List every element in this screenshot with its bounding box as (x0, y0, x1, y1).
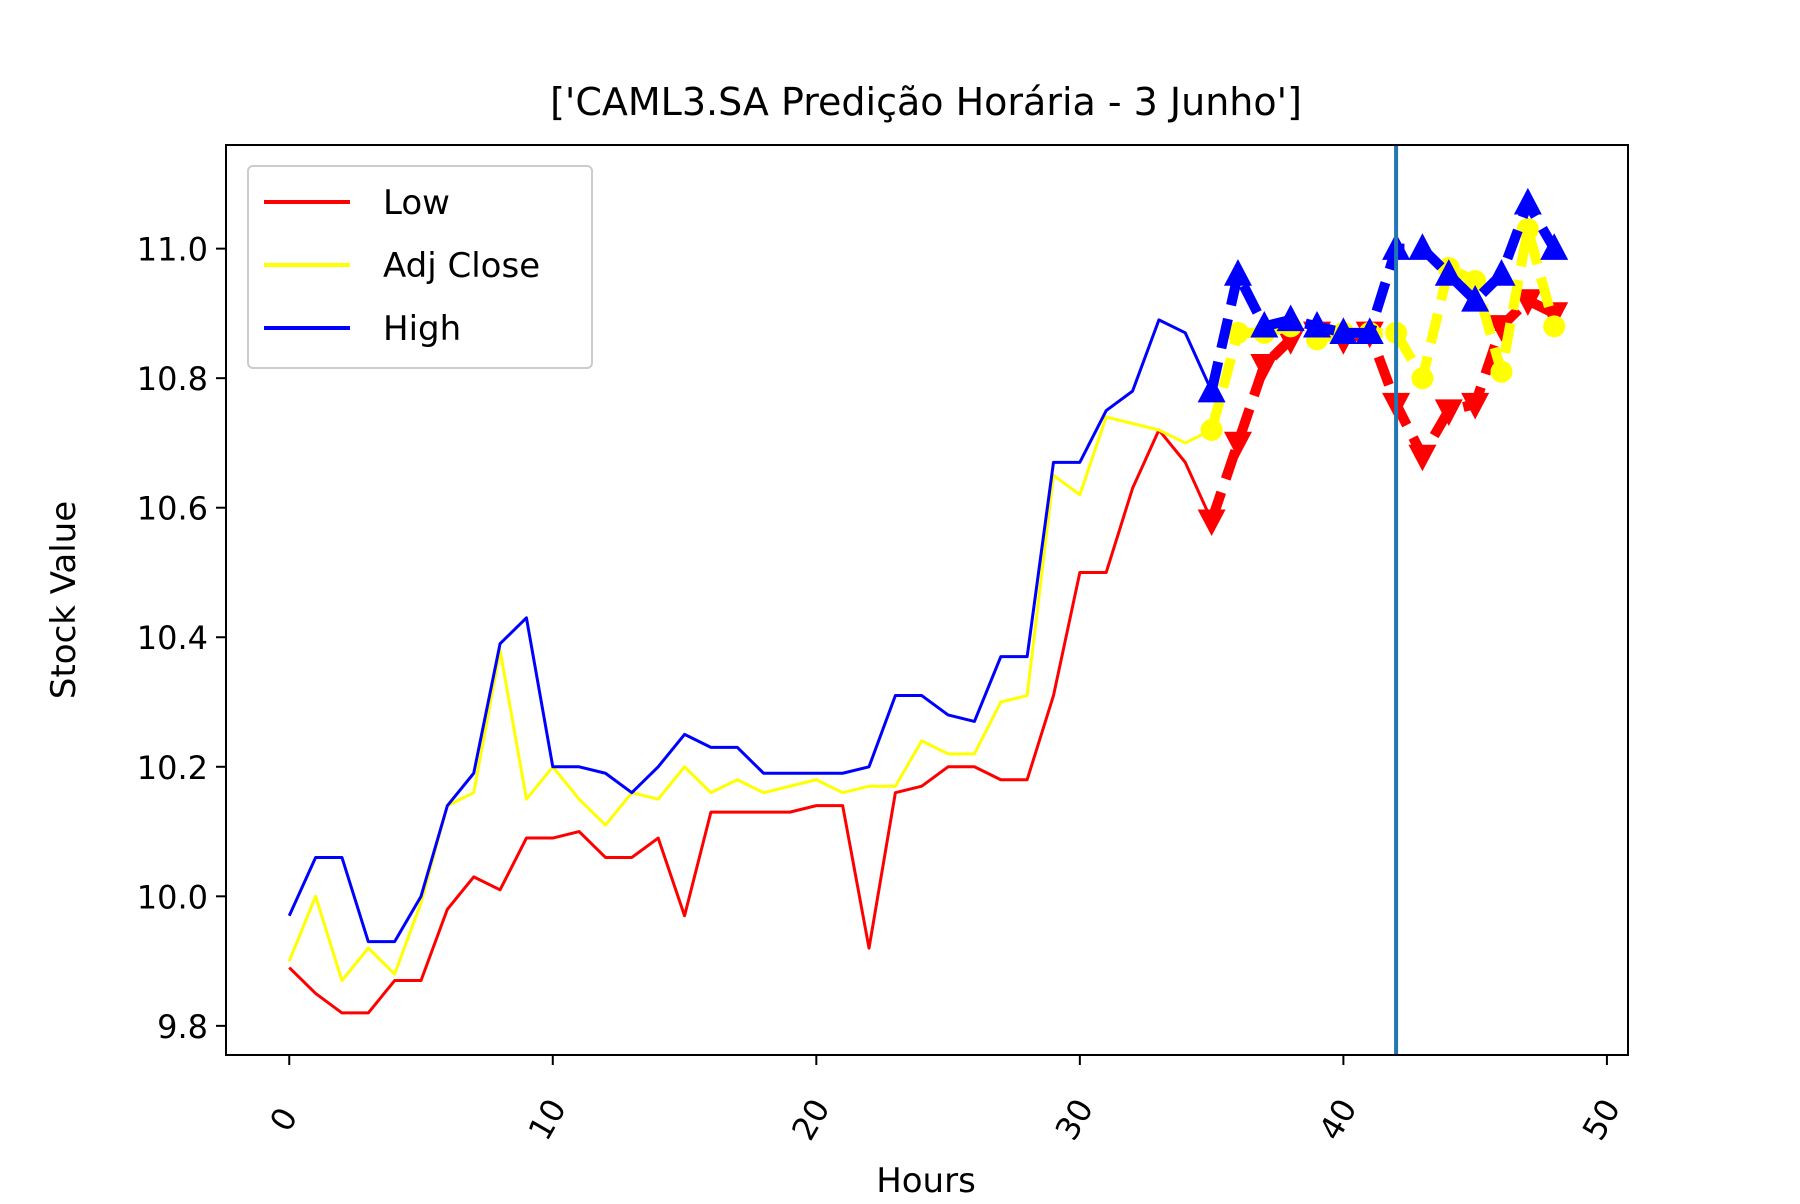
y-tick-label: 10.6 (137, 490, 208, 528)
prediction-point (1197, 509, 1226, 537)
plot-frame (225, 144, 1629, 1056)
prediction-point (1543, 315, 1566, 338)
legend: Low Adj Close High (247, 165, 593, 369)
series-line (287, 318, 1213, 944)
prediction-point (1461, 392, 1490, 420)
prediction-point (1540, 233, 1569, 260)
x-axis: 0 10 20 30 40 50 (262, 1055, 1628, 1147)
prediction-point (1461, 285, 1490, 312)
prediction-point (1355, 317, 1384, 345)
prediction-point (1408, 233, 1437, 260)
prediction-point (1464, 270, 1487, 293)
series-line (287, 415, 1213, 983)
prediction-point (1516, 218, 1539, 241)
prediction-point (1197, 375, 1226, 403)
x-tick-label: 0 (262, 1101, 305, 1138)
prediction-point (1513, 187, 1542, 215)
y-tick-label: 10.4 (137, 619, 208, 657)
prediction-point (1250, 310, 1279, 338)
prediction-point (1408, 444, 1437, 472)
x-tick-label: 50 (1575, 1092, 1628, 1146)
x-tick-label: 30 (1048, 1092, 1101, 1146)
prediction-point (1276, 304, 1305, 332)
series-line (288, 428, 1213, 1015)
prediction-line (1206, 295, 1557, 523)
y-tick-label: 10.0 (137, 878, 208, 916)
prediction-point (1226, 321, 1249, 344)
series-group (288, 289, 1569, 1015)
x-tick-label: 10 (521, 1092, 574, 1146)
y-axis: 9.8 10.0 10.2 10.4 10.6 10.8 11.0 (137, 231, 226, 1046)
x-tick-label: 20 (784, 1092, 837, 1146)
prediction-point (1513, 289, 1542, 316)
prediction-point (1411, 367, 1434, 390)
prediction-point (1329, 317, 1358, 345)
legend-label: High (383, 309, 461, 349)
series-group (287, 187, 1569, 944)
legend-box (247, 165, 593, 369)
prediction-point (1487, 259, 1516, 286)
prediction-point (1434, 399, 1463, 426)
prediction-line (1206, 224, 1560, 432)
legend-label: Low (383, 183, 450, 223)
y-tick-label: 10.8 (137, 360, 208, 398)
x-axis-label: Hours (876, 1161, 976, 1200)
legend-label: Adj Close (383, 246, 540, 286)
prediction-point (1200, 418, 1223, 441)
series-layer (287, 187, 1569, 1015)
prediction-point (1434, 259, 1463, 286)
y-tick-label: 9.8 (157, 1008, 208, 1046)
prediction-point (1223, 431, 1252, 459)
y-tick-label: 11.0 (137, 231, 208, 269)
prediction-point (1223, 259, 1252, 286)
x-tick-label: 40 (1311, 1092, 1364, 1146)
prediction-point (1490, 360, 1513, 383)
prediction-point (1487, 315, 1516, 342)
chart-title: ['CAML3.SA Predição Horária - 3 Junho'] (550, 80, 1302, 124)
prediction-point (1250, 354, 1279, 381)
y-tick-label: 10.2 (137, 749, 208, 787)
y-axis-label: Stock Value (44, 501, 84, 699)
prediction-point (1303, 310, 1332, 338)
